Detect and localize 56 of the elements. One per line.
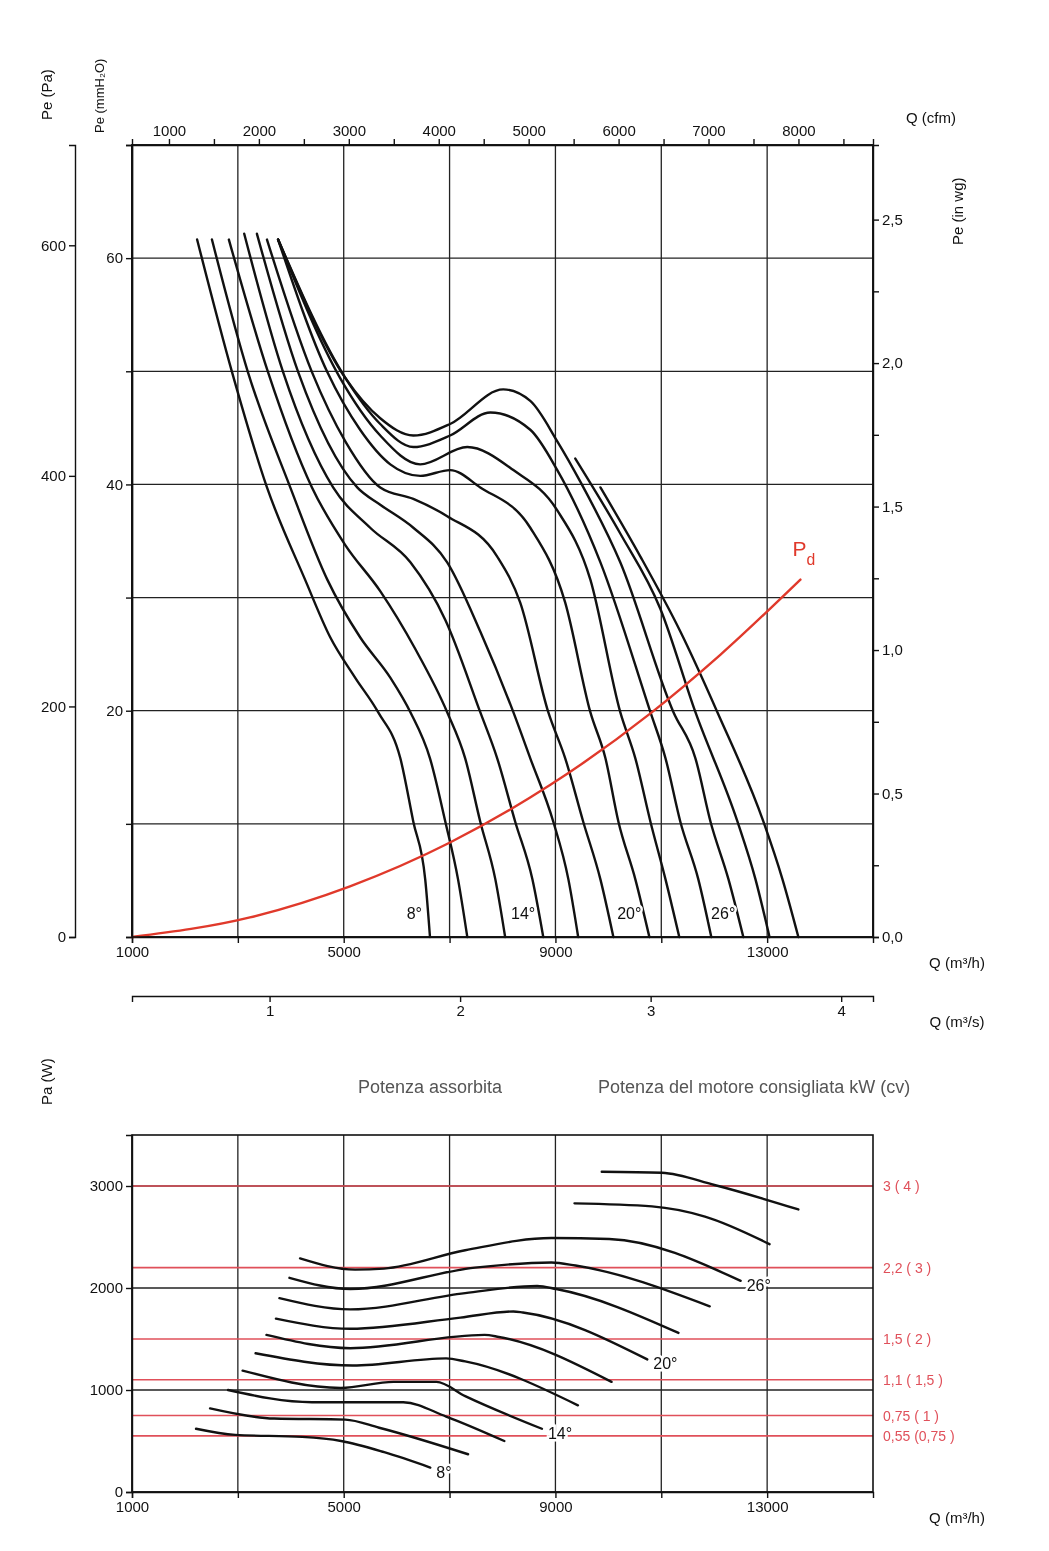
y-tick-label: 400	[40, 467, 66, 485]
x-axis-title: Q (m³/h)	[929, 954, 985, 971]
annotation: 26°	[711, 905, 736, 922]
x-tick-label: 1	[265, 1001, 275, 1019]
x-axis-title: Q (m³/h)	[929, 1509, 985, 1526]
annotation: 2,2 ( 3 )	[883, 1259, 932, 1276]
annotation: 1,5 ( 2 )	[883, 1331, 932, 1347]
annotation: 0,75 ( 1 )	[883, 1407, 940, 1424]
annotation: 3 ( 4 )	[883, 1178, 920, 1194]
x2-tick-label: 1000	[152, 122, 187, 139]
y-tick-label: 2000	[89, 1279, 123, 1297]
chart-title: Potenza assorbita	[358, 1077, 504, 1097]
x2-tick-label: 5000	[512, 122, 546, 139]
y3-tick-label: 2,0	[882, 354, 903, 372]
y-axis-title: Pe (Pa)	[38, 69, 55, 120]
annotation: 20°	[617, 905, 642, 922]
y3-tick-label: 1,0	[882, 641, 903, 659]
series-label: P$_{d}$	[792, 536, 816, 568]
x-tick-label: 9000	[539, 942, 573, 960]
y-tick-label: 0	[57, 928, 66, 946]
y-tick-label: 200	[40, 697, 66, 715]
x2-tick-label: 4000	[422, 122, 456, 139]
y-tick-label: 3000	[89, 1177, 123, 1195]
x2-tick-label: 2000	[242, 122, 277, 139]
y3-tick-label: 1,5	[882, 497, 903, 515]
x2-tick-label: 6000	[602, 122, 636, 139]
x-axis-title: Q (m³/s)	[929, 1013, 985, 1030]
annotation: 1,1 ( 1,5 )	[883, 1371, 943, 1388]
y-tick-label: 1000	[89, 1381, 123, 1399]
chart-subtitle: Potenza del motore consigliata kW (cv)	[598, 1077, 911, 1097]
x-tick-label: 5000	[327, 1497, 361, 1515]
x-tick-label: 5000	[327, 942, 361, 960]
y2-tick-label: 60	[106, 249, 123, 267]
x-tick-label: 2	[456, 1001, 465, 1019]
x2-tick-label: 3000	[332, 122, 366, 139]
annotation: 8°	[406, 905, 422, 922]
y2-axis-title: Pe (mmH₂O)	[92, 58, 107, 133]
x-tick-label: 1000	[115, 942, 150, 960]
x2-axis-title: Q (cfm)	[906, 109, 956, 126]
x2-tick-label: 8000	[782, 122, 816, 139]
x-tick-label: 9000	[539, 1497, 573, 1515]
x-tick-label: 3	[646, 1001, 656, 1019]
y3-tick-label: 0,5	[882, 784, 903, 802]
x-tick-label: 13000	[746, 942, 789, 960]
y-tick-label: 600	[40, 236, 66, 254]
annotation: 0,55 (0,75 )	[883, 1427, 955, 1444]
y3-axis-title: Pe (in wg)	[949, 177, 966, 245]
x-tick-label: 4	[837, 1001, 846, 1019]
y3-tick-label: 2,5	[882, 210, 903, 228]
x2-tick-label: 7000	[692, 122, 726, 139]
y3-tick-label: 0,0	[882, 928, 903, 946]
y2-tick-label: 40	[106, 475, 123, 493]
annotation: 14°	[511, 905, 536, 922]
y2-tick-label: 20	[106, 702, 123, 720]
x-tick-label: 13000	[746, 1497, 789, 1515]
y-axis-title: Pa (W)	[38, 1058, 55, 1105]
